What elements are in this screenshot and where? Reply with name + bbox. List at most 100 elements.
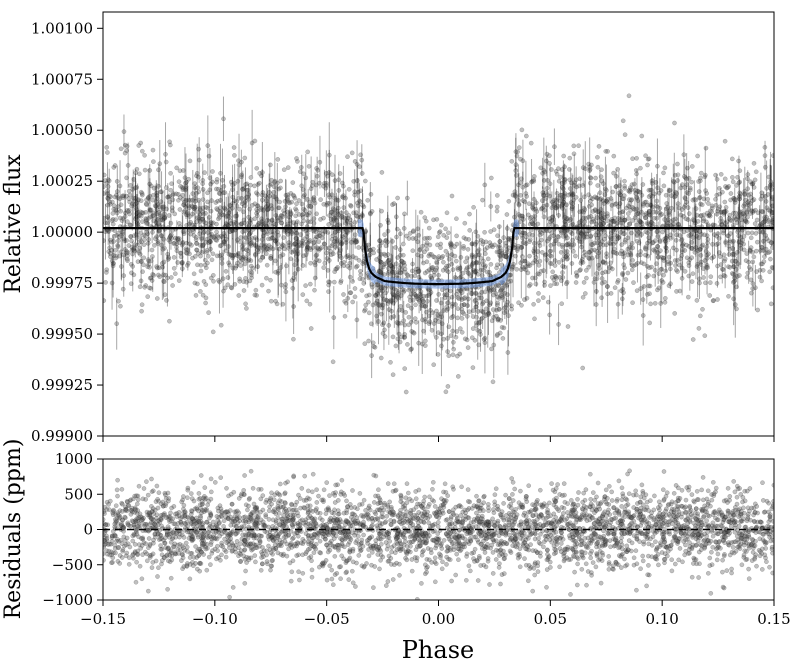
flux-data-point [281, 167, 287, 172]
flux-data-point [356, 245, 361, 250]
flux-data-point [390, 334, 396, 340]
flux-data-point [358, 199, 363, 204]
flux-data-point [445, 252, 451, 258]
flux-data-point [379, 170, 385, 175]
flux-data-point [214, 229, 219, 235]
flux-data-point [749, 290, 754, 296]
flux-data-point [722, 273, 728, 279]
flux-data-point [418, 253, 424, 259]
residual-data-point [144, 558, 150, 564]
flux-data-point [116, 298, 121, 304]
flux-data-point [478, 255, 484, 261]
flux-data-point [182, 204, 188, 209]
flux-data-point [565, 216, 570, 221]
flux-data-point [701, 212, 707, 218]
flux-data-point [609, 230, 614, 236]
residual-data-point [680, 559, 685, 565]
flux-data-point [128, 222, 133, 228]
flux-data-point [183, 187, 188, 193]
flux-data-point [520, 254, 525, 259]
flux-data-point [288, 211, 294, 216]
flux-data-point [595, 183, 601, 188]
flux-data-point [526, 261, 531, 267]
flux-data-point [475, 233, 481, 239]
flux-data-point [686, 191, 692, 196]
flux-data-point [161, 236, 166, 242]
residual-data-point [724, 568, 730, 573]
flux-data-point [154, 207, 160, 213]
flux-data-point [709, 203, 715, 209]
flux-data-point [222, 206, 228, 212]
flux-data-point [358, 268, 363, 274]
flux-data-point [395, 295, 401, 301]
flux-data-point [445, 349, 450, 354]
residual-data-point [137, 563, 143, 569]
flux-data-point [270, 235, 276, 241]
flux-data-point [172, 271, 178, 277]
flux-data-point [382, 232, 387, 237]
flux-data-point [669, 205, 674, 211]
flux-data-point [618, 192, 624, 198]
flux-data-point [413, 292, 418, 297]
flux-data-point [681, 241, 686, 246]
flux-data-point [111, 165, 117, 170]
flux-data-point [737, 193, 743, 199]
flux-data-point [127, 222, 133, 228]
flux-data-point [435, 315, 440, 321]
flux-data-point [343, 210, 349, 215]
residual-data-point [327, 563, 333, 569]
flux-data-point [641, 284, 647, 289]
flux-data-point [454, 353, 460, 359]
flux-data-point [193, 235, 199, 240]
flux-data-point [160, 204, 166, 210]
flux-data-point [220, 234, 225, 240]
flux-data-point [683, 175, 688, 180]
flux-data-point [265, 206, 270, 212]
flux-data-point [620, 296, 625, 302]
flux-data-point [436, 272, 441, 278]
flux-data-point [338, 280, 344, 285]
flux-data-point [250, 265, 256, 271]
flux-data-point [397, 265, 403, 270]
flux-data-point [733, 210, 738, 216]
flux-data-point [527, 221, 533, 227]
flux-data-point [295, 251, 301, 257]
flux-data-point [516, 202, 522, 208]
flux-data-point [304, 212, 310, 217]
flux-data-point [613, 184, 619, 189]
flux-data-point [420, 297, 425, 302]
flux-data-point [503, 243, 509, 249]
flux-data-point [159, 261, 165, 266]
flux-data-point [331, 315, 337, 320]
flux-data-point [517, 213, 523, 219]
flux-data-point [680, 247, 685, 252]
flux-data-point [345, 295, 351, 301]
flux-data-point [523, 183, 529, 188]
flux-data-point [538, 229, 543, 235]
flux-data-point [346, 186, 352, 192]
flux-data-point [105, 184, 111, 189]
flux-data-point [373, 300, 379, 306]
flux-data-point [293, 213, 299, 219]
flux-data-point [429, 327, 435, 333]
flux-data-point [604, 251, 609, 256]
flux-data-point [167, 318, 172, 324]
flux-data-point [158, 189, 163, 195]
flux-data-point [290, 180, 296, 185]
flux-data-point [489, 346, 494, 352]
flux-data-point [631, 263, 637, 269]
flux-data-point [661, 258, 667, 263]
flux-data-point [108, 194, 113, 199]
flux-data-point [760, 209, 766, 215]
flux-data-point [233, 252, 238, 258]
flux-data-point [193, 237, 199, 242]
flux-data-point [420, 243, 426, 249]
flux-data-point [602, 192, 608, 197]
flux-data-point [134, 211, 139, 216]
flux-data-point [222, 233, 227, 239]
flux-data-point [728, 191, 734, 196]
flux-data-point [324, 183, 329, 188]
flux-data-point [355, 189, 361, 195]
flux-data-point [404, 272, 410, 278]
flux-data-point [142, 167, 148, 173]
